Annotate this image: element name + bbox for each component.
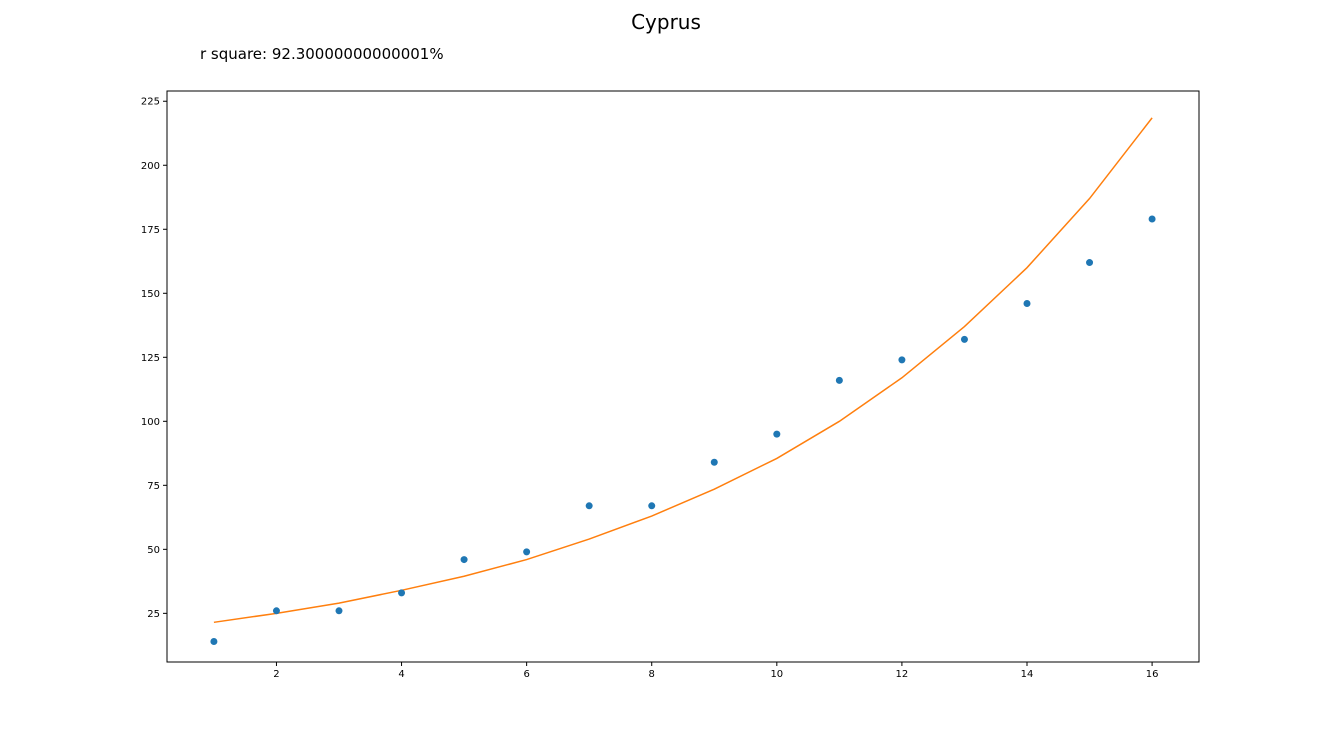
ticks-layer: 2 4 6 8 10 12 14 16 25 50 75 100 125 150 175 200 225 <box>141 97 1159 680</box>
y-tick-label: 225 <box>141 97 160 108</box>
x-tick-label: 14 <box>1021 669 1034 680</box>
data-point <box>1086 259 1094 267</box>
data-point <box>1148 215 1156 223</box>
points-layer <box>210 215 1156 646</box>
y-tick-label: 175 <box>141 225 160 236</box>
data-point <box>335 607 343 615</box>
fit-line-layer <box>213 117 1153 624</box>
y-tick-label: 100 <box>141 417 160 428</box>
data-point <box>210 638 218 646</box>
y-tick-label: 75 <box>147 481 160 492</box>
x-tick-label: 4 <box>398 669 404 680</box>
data-point <box>460 556 468 564</box>
data-point <box>1023 300 1031 308</box>
fit-line <box>213 117 1153 624</box>
data-point <box>710 458 718 466</box>
x-tick-label: 6 <box>523 669 529 680</box>
data-point <box>398 589 406 597</box>
y-tick-label: 150 <box>141 289 160 300</box>
x-tick-label: 10 <box>770 669 783 680</box>
y-tick-label: 25 <box>147 609 160 620</box>
data-point <box>648 502 656 510</box>
data-point <box>585 502 593 510</box>
x-tick-label: 12 <box>896 669 909 680</box>
y-tick-label: 125 <box>141 353 160 364</box>
data-point <box>960 335 968 343</box>
chart-title: Cyprus <box>631 10 701 34</box>
plot-frame <box>166 90 1200 663</box>
y-tick-label: 50 <box>147 545 160 556</box>
data-point <box>898 356 906 364</box>
y-tick-label: 200 <box>141 161 160 172</box>
data-point <box>835 376 843 384</box>
x-tick-label: 16 <box>1146 669 1159 680</box>
r-square-annotation: r square: 92.30000000000001% <box>200 45 444 63</box>
data-point <box>523 548 531 556</box>
data-point <box>773 430 781 438</box>
x-tick-label: 2 <box>273 669 279 680</box>
x-tick-label: 8 <box>649 669 655 680</box>
data-point <box>272 607 280 615</box>
